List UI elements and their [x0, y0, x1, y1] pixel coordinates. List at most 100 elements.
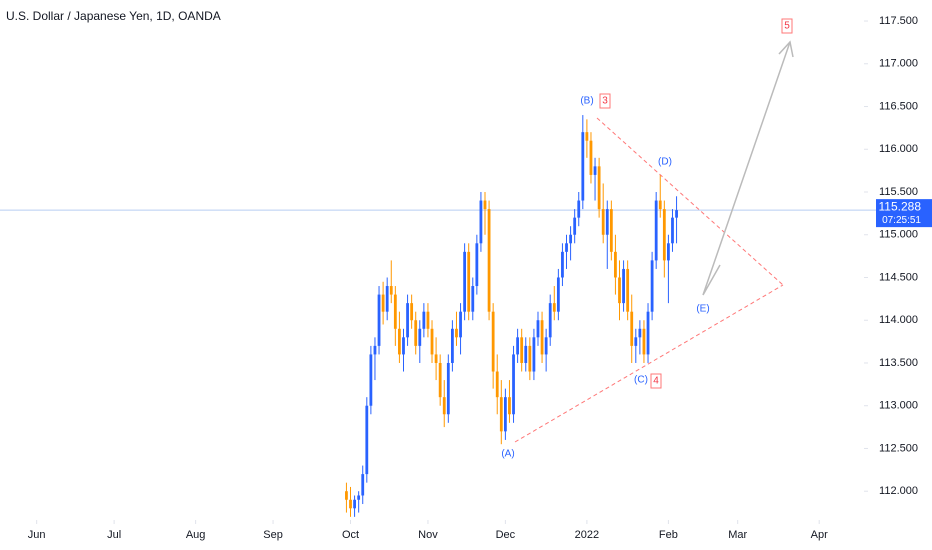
x-tick-label: Dec	[496, 529, 516, 541]
candle-body	[638, 328, 642, 338]
candle-body	[520, 337, 524, 363]
x-tick-label: Jun	[28, 529, 46, 541]
candle-body	[524, 345, 528, 363]
candle-body	[597, 166, 601, 210]
candle-body	[450, 328, 454, 363]
candle-body	[373, 345, 377, 355]
candle-body	[565, 243, 568, 252]
y-tick-label: 113.500	[879, 357, 918, 369]
wave-box	[781, 18, 793, 34]
candle-body	[548, 303, 552, 338]
candle-body	[675, 210, 678, 218]
candle-body	[556, 277, 560, 312]
candle-body	[361, 474, 365, 496]
wave-label: (C)	[634, 375, 648, 386]
countdown-label: 07:25:51	[882, 215, 921, 226]
candle-body	[601, 209, 605, 235]
candle-body	[471, 286, 475, 312]
candle-body	[393, 294, 397, 329]
candle-body	[516, 337, 520, 355]
triangle-line	[514, 284, 784, 443]
candle-body	[512, 354, 515, 415]
candle-body	[573, 217, 577, 235]
plot	[0, 115, 876, 517]
y-tick-label: 112.000	[879, 485, 918, 497]
candle-body	[581, 132, 585, 201]
y-tick-label: 117.000	[879, 58, 918, 70]
candle-body	[475, 243, 479, 287]
y-tick-label: 114.000	[879, 314, 918, 326]
candle-body	[410, 303, 414, 321]
wave-box	[650, 373, 662, 389]
y-tick-label: 113.000	[879, 400, 918, 412]
candle-body	[479, 200, 483, 244]
wave-label: (A)	[501, 449, 514, 460]
candle-body	[671, 217, 674, 244]
candle-body	[406, 303, 409, 338]
candle-body	[626, 268, 630, 312]
candle-body	[577, 200, 581, 218]
candle-body	[414, 320, 418, 346]
candle-body	[345, 491, 348, 500]
projection-arrow	[702, 41, 791, 296]
x-tick-label: Oct	[342, 529, 359, 541]
x-tick-label: Feb	[659, 529, 678, 541]
candle-body	[605, 209, 609, 235]
candle-body	[609, 209, 613, 252]
candle-body	[459, 311, 462, 338]
candle-body	[658, 200, 662, 210]
candle-body	[561, 251, 564, 278]
candle-body	[365, 405, 369, 475]
x-tick-label: 2022	[575, 529, 599, 541]
wave-label: (B)	[580, 96, 593, 107]
candle-body	[442, 397, 446, 415]
candle-body	[552, 303, 556, 312]
candle-body	[385, 286, 389, 312]
candle-body	[398, 328, 401, 355]
candle-body	[593, 166, 597, 175]
candle-body	[487, 209, 491, 312]
candle-body	[634, 337, 638, 346]
y-tick-label: 116.500	[879, 100, 918, 112]
x-tick-label: Apr	[811, 529, 828, 541]
last-price-label: 115.288	[879, 199, 922, 213]
x-tick-label: Sep	[263, 529, 283, 541]
candle-body	[667, 243, 670, 261]
candle-body	[569, 234, 572, 244]
chart-title: U.S. Dollar / Japanese Yen, 1D, OANDA	[6, 9, 221, 23]
candle-body	[491, 311, 495, 372]
candle-body	[503, 397, 507, 432]
candle-body	[422, 311, 426, 329]
candle-body	[585, 132, 589, 141]
y-tick-label: 117.500	[879, 15, 918, 27]
candle-body	[377, 294, 381, 346]
candle-body	[654, 200, 658, 261]
candle-body	[369, 354, 373, 406]
candle-body	[630, 311, 634, 346]
candle-body	[614, 251, 617, 278]
y-tick-label: 114.500	[879, 271, 918, 283]
y-tick-label: 116.000	[879, 143, 918, 155]
arrow-head	[778, 40, 794, 58]
x-tick-label: Nov	[418, 529, 438, 541]
candle-body	[463, 251, 467, 312]
wave-label: 5	[784, 21, 790, 32]
candle-body	[446, 362, 450, 415]
x-tick-label: Jul	[107, 529, 121, 541]
candle-body	[662, 209, 666, 261]
candle-body	[499, 397, 503, 432]
candle-body	[622, 268, 625, 304]
candle-body	[544, 337, 548, 355]
x-tick-label: Mar	[728, 529, 747, 541]
wave-label: 3	[602, 96, 608, 107]
candle-body	[483, 200, 487, 210]
candle-body	[357, 495, 361, 500]
y-tick-label: 115.000	[879, 229, 918, 241]
drawings: (A) (B) 3 (C) 4 (D) (E) 5	[501, 18, 794, 460]
candle-body	[381, 294, 385, 312]
candle-body	[349, 499, 352, 509]
candle-body	[353, 499, 356, 509]
candle-body	[434, 354, 438, 363]
wave-box	[599, 93, 611, 109]
candle-body	[642, 328, 646, 355]
